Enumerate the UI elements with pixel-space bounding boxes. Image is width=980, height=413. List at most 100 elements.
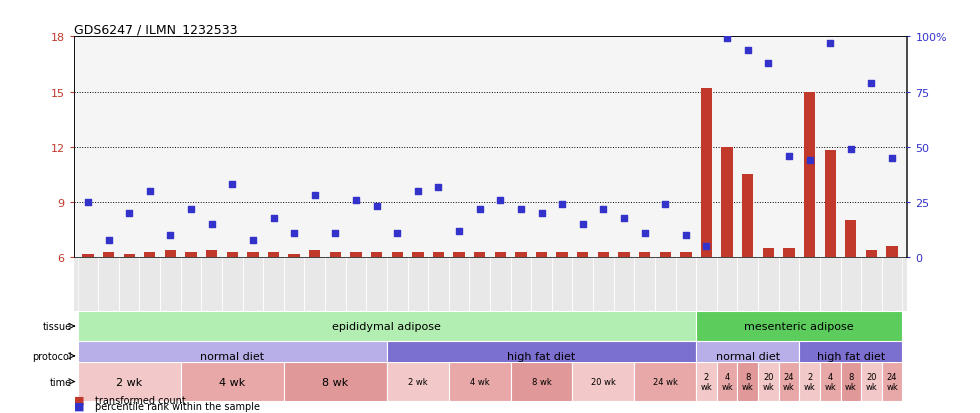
Point	[534, 210, 550, 217]
Text: ■: ■	[74, 395, 84, 405]
Text: 24
wk: 24 wk	[886, 372, 898, 391]
Bar	[370, 252, 382, 258]
Bar	[721, 147, 733, 258]
Bar	[716, 363, 737, 401]
Bar	[495, 252, 506, 258]
Text: time: time	[49, 377, 72, 387]
Bar	[350, 252, 362, 258]
Bar	[696, 341, 800, 371]
Bar	[639, 252, 651, 258]
Bar	[185, 252, 197, 258]
Point	[122, 210, 137, 217]
Point	[493, 197, 509, 204]
Bar	[144, 252, 156, 258]
Point	[224, 182, 240, 188]
Bar	[800, 363, 820, 401]
Text: epididymal adipose: epididymal adipose	[332, 321, 441, 331]
Point	[368, 204, 384, 210]
Point	[286, 230, 302, 237]
Bar	[474, 252, 485, 258]
Bar	[288, 254, 300, 258]
Bar	[701, 89, 712, 258]
Bar	[536, 252, 547, 258]
Bar	[762, 249, 774, 258]
Text: high fat diet: high fat diet	[508, 351, 575, 361]
Text: 2 wk: 2 wk	[408, 377, 427, 386]
Text: percentile rank within the sample: percentile rank within the sample	[95, 401, 260, 411]
Bar	[820, 363, 841, 401]
Bar	[572, 363, 634, 401]
Text: 24 wk: 24 wk	[653, 377, 678, 386]
Text: ■: ■	[74, 401, 84, 411]
Point	[760, 60, 776, 67]
Bar	[841, 363, 861, 401]
Bar	[515, 252, 526, 258]
Text: 20
wk: 20 wk	[865, 372, 877, 391]
Bar	[742, 175, 754, 258]
Bar	[77, 363, 180, 401]
Text: 8 wk: 8 wk	[322, 377, 349, 387]
Point	[616, 215, 632, 221]
Bar	[783, 249, 795, 258]
Bar	[865, 250, 877, 258]
Bar	[165, 250, 176, 258]
Bar	[634, 363, 696, 401]
Point	[327, 230, 343, 237]
Bar	[800, 341, 903, 371]
Text: 4
wk: 4 wk	[721, 372, 733, 391]
Bar	[392, 252, 403, 258]
Bar	[696, 311, 903, 341]
Bar	[77, 341, 387, 371]
Text: 8 wk: 8 wk	[532, 377, 552, 386]
Point	[575, 221, 591, 228]
Point	[637, 230, 653, 237]
Point	[451, 228, 466, 235]
Point	[410, 188, 425, 195]
Bar	[598, 252, 610, 258]
Bar	[309, 250, 320, 258]
Text: mesenteric adipose: mesenteric adipose	[745, 321, 855, 331]
Bar	[206, 250, 218, 258]
Bar	[882, 363, 903, 401]
Bar	[696, 363, 716, 401]
Bar	[329, 252, 341, 258]
Text: tissue: tissue	[42, 321, 72, 331]
Point	[555, 202, 570, 208]
Point	[596, 206, 612, 213]
Point	[719, 36, 735, 43]
Text: transformed count: transformed count	[95, 395, 186, 405]
Text: 8
wk: 8 wk	[742, 372, 754, 391]
Point	[658, 202, 673, 208]
Bar	[449, 363, 511, 401]
Bar	[226, 252, 238, 258]
Point	[183, 206, 199, 213]
Bar	[511, 363, 572, 401]
Point	[884, 155, 900, 162]
Point	[142, 188, 158, 195]
Bar	[454, 252, 465, 258]
Bar	[618, 252, 630, 258]
Point	[430, 184, 446, 190]
Point	[781, 153, 797, 159]
Text: 20
wk: 20 wk	[762, 372, 774, 391]
Bar	[123, 254, 135, 258]
Point	[514, 206, 529, 213]
Point	[678, 233, 694, 239]
Point	[863, 80, 879, 87]
Bar	[103, 252, 115, 258]
Text: 2
wk: 2 wk	[804, 372, 815, 391]
Point	[266, 215, 281, 221]
Bar	[557, 252, 567, 258]
Bar	[660, 252, 671, 258]
Point	[80, 199, 96, 206]
Point	[163, 233, 178, 239]
Text: GDS6247 / ILMN_1232533: GDS6247 / ILMN_1232533	[74, 23, 237, 36]
Bar	[804, 93, 815, 258]
Point	[843, 146, 858, 153]
Text: 8
wk: 8 wk	[845, 372, 857, 391]
Point	[471, 206, 487, 213]
Point	[389, 230, 405, 237]
Text: protocol: protocol	[31, 351, 72, 361]
Text: 4 wk: 4 wk	[220, 377, 245, 387]
Point	[740, 47, 756, 54]
